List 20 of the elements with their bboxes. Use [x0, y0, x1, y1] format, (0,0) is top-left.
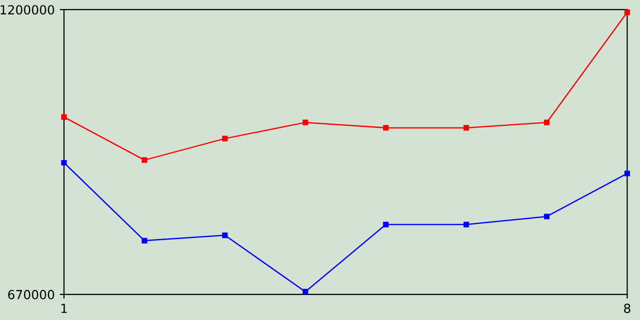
point [544, 214, 550, 220]
point [383, 222, 389, 228]
y-tick-label: 670000 [8, 290, 54, 300]
y-tick-label: 1200000 [0, 5, 54, 15]
point [61, 114, 67, 120]
point [222, 136, 228, 142]
point [624, 10, 630, 16]
point [624, 170, 630, 176]
point [222, 232, 228, 238]
point [464, 125, 470, 131]
point [302, 120, 308, 126]
point [544, 120, 550, 126]
x-tick-label: 8 [624, 304, 630, 314]
point [61, 160, 67, 166]
point [464, 222, 470, 228]
point [383, 125, 389, 131]
point [142, 157, 148, 163]
x-tick-label: 1 [61, 304, 67, 313]
point [142, 238, 148, 244]
point [302, 288, 308, 294]
